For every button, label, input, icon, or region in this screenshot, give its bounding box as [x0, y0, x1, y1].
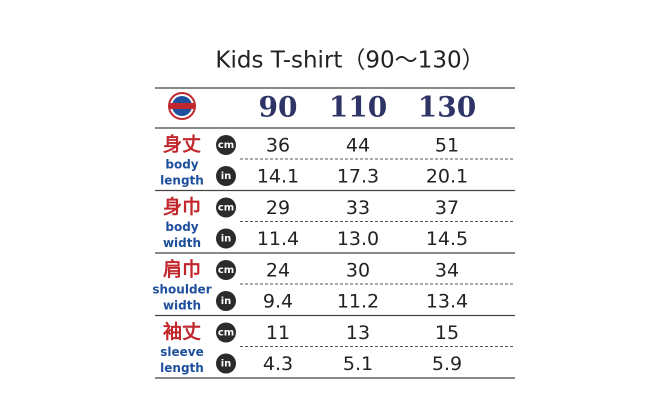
cell-value: 36 [266, 135, 290, 157]
cell-value: 44 [346, 135, 370, 157]
unit: in [221, 234, 232, 245]
cell-value: 13 [346, 322, 370, 344]
measure-en: sleeve [160, 345, 204, 359]
cell-value: 30 [346, 260, 370, 282]
unit-badge [216, 166, 236, 186]
unit: cm [218, 265, 234, 276]
unit: in [221, 359, 232, 370]
measure-en: body [165, 220, 198, 234]
cell-value: 33 [346, 197, 370, 219]
measure-en: length [160, 174, 204, 188]
title: Kids T-shirt（90〜130） [215, 48, 484, 74]
unit-badge [216, 291, 236, 311]
cell-value: 29 [266, 197, 290, 219]
measure-en: body [165, 158, 198, 172]
unit-badge [216, 228, 236, 249]
measure-en: width [163, 299, 201, 313]
unit-badge [216, 353, 236, 374]
cell-value: 37 [435, 197, 459, 219]
size-header: 90 [259, 91, 298, 124]
unit-badge [216, 197, 236, 218]
cell-value: 5.1 [343, 353, 373, 375]
cell-value: 24 [266, 260, 290, 282]
unit-badge [216, 322, 236, 343]
cell-value: 11.2 [337, 291, 379, 313]
cell-value: 13.4 [426, 291, 468, 313]
unit-badge [216, 135, 236, 155]
measure-en: shoulder [152, 283, 211, 297]
measure-en: length [160, 361, 204, 375]
size-header: 130 [418, 91, 476, 124]
measure-jp: 身巾 [163, 195, 201, 218]
measure-jp: 身丈 [163, 133, 201, 156]
cell-value: 9.4 [263, 291, 293, 313]
size-header: 110 [329, 91, 387, 124]
unit: cm [218, 328, 234, 339]
logo [168, 92, 196, 120]
cell-value: 14.1 [257, 166, 299, 188]
cell-value: 20.1 [426, 166, 468, 188]
measure-jp: 袖丈 [163, 320, 201, 343]
cell-value: 11.4 [257, 228, 299, 250]
cell-value: 51 [435, 135, 459, 157]
unit: in [221, 296, 232, 307]
cell-value: 17.3 [337, 166, 379, 188]
cell-value: 4.3 [263, 353, 293, 375]
cell-value: 34 [435, 260, 459, 282]
cell-value: 15 [435, 322, 459, 344]
cell-value: 5.9 [432, 353, 462, 375]
unit: cm [218, 140, 234, 151]
measure-jp: 肩巾 [163, 258, 201, 281]
unit: in [221, 171, 232, 182]
unit-badge [216, 260, 236, 280]
unit: cm [218, 203, 234, 214]
cell-value: 14.5 [426, 228, 468, 250]
cell-value: 13.0 [337, 228, 379, 250]
measure-en: width [163, 236, 201, 250]
cell-value: 11 [266, 322, 290, 344]
